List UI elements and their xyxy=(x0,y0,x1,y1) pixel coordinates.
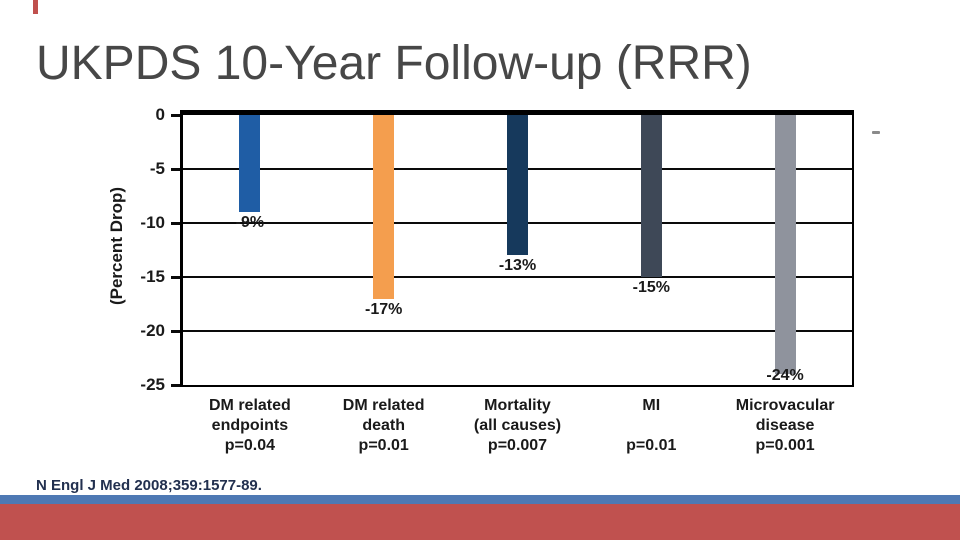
slide-title: UKPDS 10-Year Follow-up (RRR) xyxy=(36,37,752,90)
y-tick-label: -25 xyxy=(140,375,165,394)
category-label: MI p=0.01 xyxy=(576,396,726,456)
category-label-line: p=0.01 xyxy=(626,437,677,454)
category-label-line: Microvacular xyxy=(735,397,835,414)
gridline xyxy=(183,330,852,332)
y-axis-tick xyxy=(171,168,180,171)
bottom-stripe-red xyxy=(0,504,960,540)
category-label: DM related death p=0.01 xyxy=(309,396,459,456)
category-label: DM related endpoints p=0.04 xyxy=(175,396,325,456)
y-axis-tick xyxy=(171,330,180,333)
category-label-line: DM related xyxy=(208,397,291,414)
bar xyxy=(774,115,796,375)
category-label: Mortality (all causes) p=0.007 xyxy=(443,396,593,456)
bottom-stripe-blue xyxy=(0,495,960,504)
category-label-line: p=0.001 xyxy=(755,437,815,454)
category-label-line: death xyxy=(362,417,406,434)
y-tick-label: 0 xyxy=(155,105,165,124)
y-axis-tick xyxy=(171,114,180,117)
category-label-line xyxy=(576,416,726,436)
bar-value-label: -17% xyxy=(365,300,403,318)
bar-value-label: -13% xyxy=(498,257,537,275)
gridline xyxy=(183,276,852,278)
y-axis-tick xyxy=(171,222,180,225)
y-tick-label: -20 xyxy=(140,321,165,340)
y-axis-label: (Percent Drop) xyxy=(107,186,126,306)
y-axis-tick xyxy=(171,276,180,279)
citation: N Engl J Med 2008;359:1577-89. xyxy=(36,477,262,494)
stray-dash xyxy=(872,131,880,134)
plot-area: -9% -17% -13% -15% -24% xyxy=(180,110,854,387)
bar xyxy=(640,115,662,277)
category-label-line: p=0.01 xyxy=(358,437,409,454)
bar xyxy=(507,115,528,256)
category-label-line: MI xyxy=(642,397,661,414)
category-label-line: p=0.007 xyxy=(487,437,548,454)
bar-value-label: -9% xyxy=(235,214,265,232)
y-axis-tick xyxy=(171,384,180,387)
category-label-line: Mortality xyxy=(484,397,551,414)
bar-value-label: -15% xyxy=(632,279,670,296)
category-label-line: p=0.04 xyxy=(224,437,276,454)
category-label-line: DM related xyxy=(342,397,425,414)
y-tick-label: -5 xyxy=(149,159,165,178)
red-accent-dash xyxy=(33,0,38,14)
bar-value-label: -24% xyxy=(766,367,804,384)
bar-chart: (Percent Drop) -9% -17% -13% -15% -24% 0 -5 -1… xyxy=(107,105,860,456)
y-tick-label: -15 xyxy=(140,267,165,286)
category-label: Microvacular disease p=0.001 xyxy=(710,396,860,456)
y-tick-label: -10 xyxy=(140,213,165,232)
bar xyxy=(239,115,261,213)
category-label-line: disease xyxy=(755,417,815,434)
category-label-line: endpoints xyxy=(211,417,289,434)
bar xyxy=(373,115,395,299)
category-label-line: (all causes) xyxy=(473,417,562,434)
